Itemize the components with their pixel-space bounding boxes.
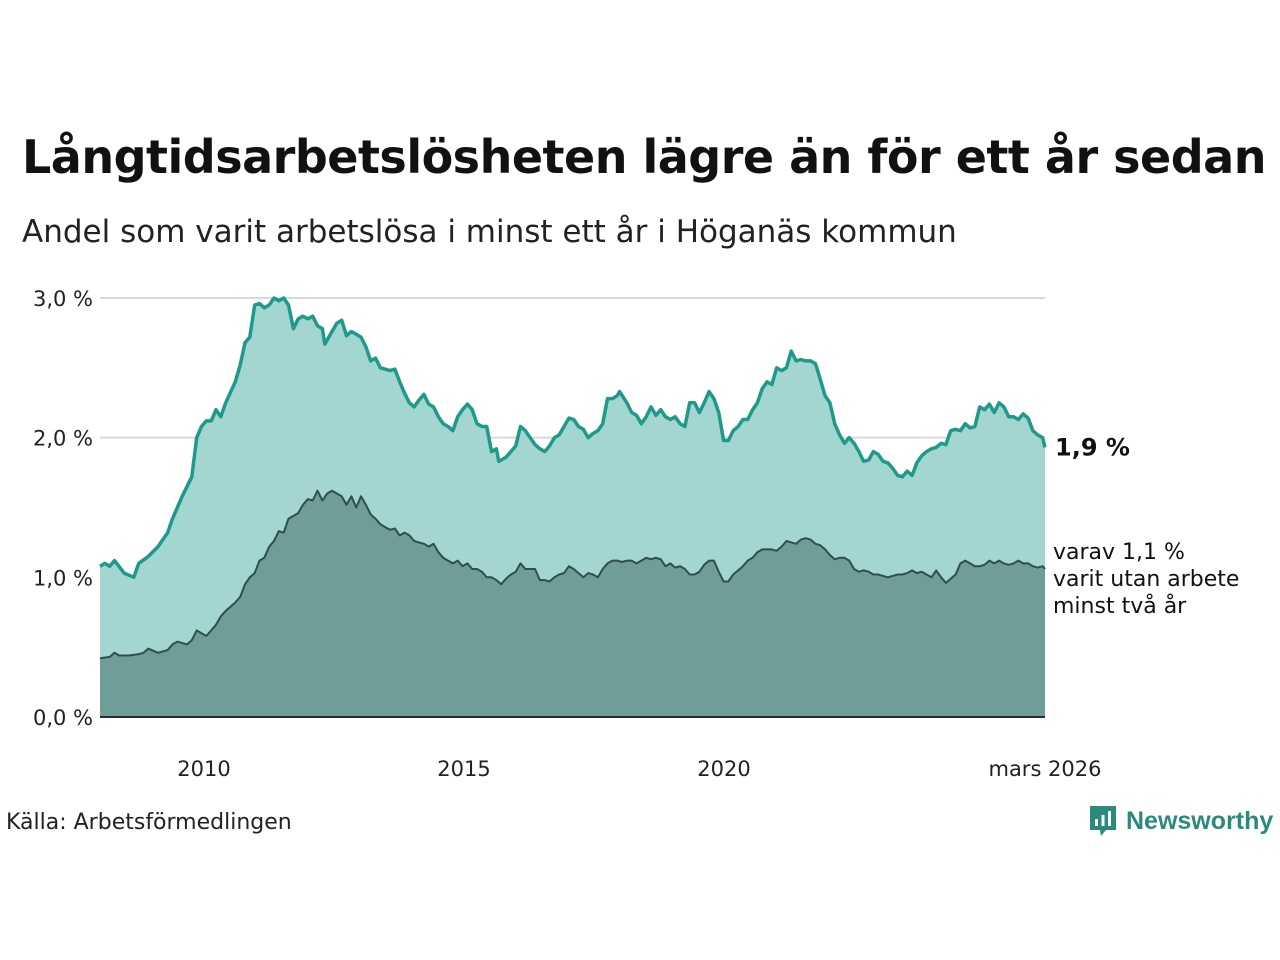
x-tick-label: 2015 xyxy=(437,757,490,781)
y-tick-label: 0,0 % xyxy=(33,706,93,730)
x-tick-label: mars 2026 xyxy=(988,757,1101,781)
series-area-1 xyxy=(100,490,1045,717)
sub-series-end-label: varit utan arbete xyxy=(1053,567,1239,592)
chart-title: Långtidsarbetslösheten lägre än för ett … xyxy=(22,130,1266,184)
x-tick-label: 2020 xyxy=(697,757,750,781)
series-line-0 xyxy=(99,296,1047,580)
x-tick-label: 2010 xyxy=(177,757,230,781)
brand-logo[interactable]: Newsworthy xyxy=(1088,804,1273,838)
series-layer xyxy=(99,296,1047,717)
y-tick-label: 1,0 % xyxy=(33,566,93,590)
area-chart: 0,0 % 1,0 % 2,0 % 3,0 % 2010 2015 2020 mars 202… xyxy=(33,287,1239,781)
newsworthy-logo-icon xyxy=(1090,806,1116,836)
y-tick-label: 3,0 % xyxy=(33,287,93,311)
sub-series-end-label: minst två år xyxy=(1053,593,1187,619)
main-series-end-label: 1,9 % xyxy=(1055,433,1130,461)
source-note: Källa: Arbetsförmedlingen xyxy=(6,810,292,835)
axes: 0,0 % 1,0 % 2,0 % 3,0 % 2010 2015 2020 mars 202… xyxy=(33,287,1102,781)
y-tick-label: 2,0 % xyxy=(33,427,93,451)
series-line-1 xyxy=(99,489,1046,660)
chart-subtitle: Andel som varit arbetslösa i minst ett å… xyxy=(22,214,957,250)
sub-series-end-label: varav 1,1 % xyxy=(1053,540,1185,565)
brand-name: Newsworthy xyxy=(1126,806,1274,835)
